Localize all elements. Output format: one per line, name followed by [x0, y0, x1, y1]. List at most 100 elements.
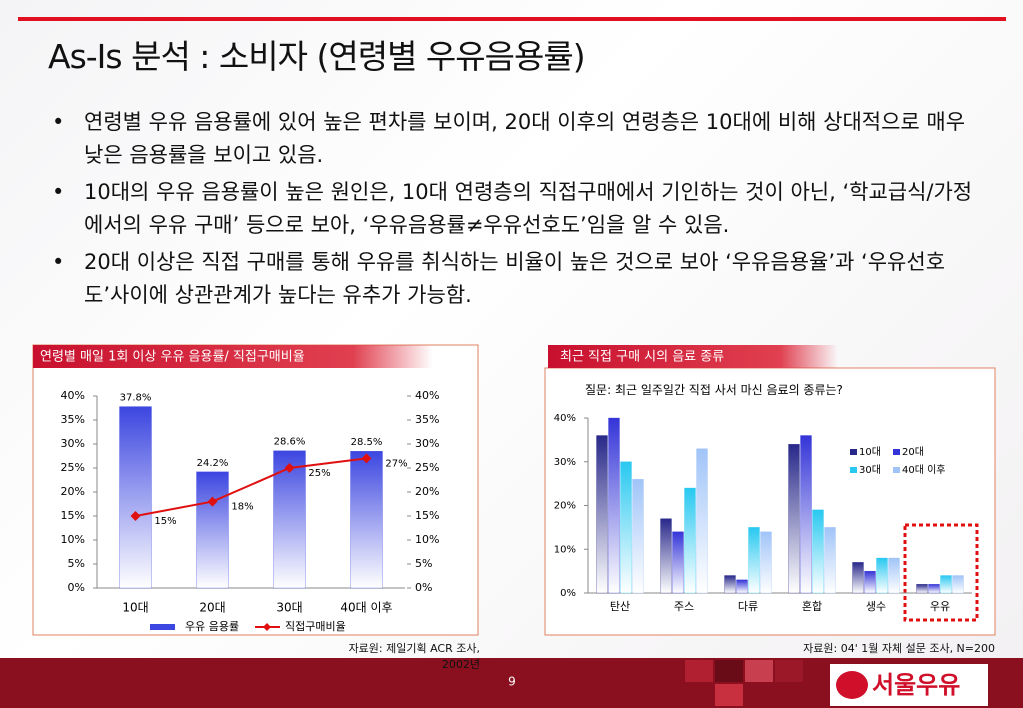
bar	[620, 461, 632, 594]
logo-mark	[836, 671, 868, 699]
x-tick-label: 탄산	[610, 600, 630, 613]
y-tick-label: 40%	[554, 413, 576, 424]
bullet-list: 연령별 우유 음용률에 있어 높은 편차를 보이며, 20대 이후의 연령층은 …	[48, 106, 973, 316]
y-tick-label: 20%	[554, 501, 576, 512]
y2-tick-label: 15%	[415, 509, 439, 522]
bullet: 20대 이상은 직접 구매를 통해 우유를 취식하는 비율이 높은 것으로 보아…	[48, 246, 973, 312]
bar	[760, 531, 772, 594]
bar	[928, 584, 940, 594]
bar	[696, 448, 708, 594]
line-marker	[130, 511, 141, 521]
chart-title: 최근 직접 구매 시의 음료 종류	[560, 350, 724, 365]
legend-label: 20대	[902, 446, 924, 458]
data-label: 28.6%	[274, 437, 306, 448]
data-label: 28.5%	[351, 437, 383, 448]
legend-label: 직접구매비율	[285, 620, 346, 633]
bar	[724, 575, 736, 594]
y-tick-label: 10%	[61, 533, 85, 546]
legend-label: 40대 이후	[902, 464, 946, 476]
x-tick-label: 생수	[866, 600, 886, 613]
data-label: 15%	[154, 516, 176, 527]
y-tick-label: 30%	[61, 437, 85, 450]
chart-title: 연령별 매일 1회 이상 우유 음용률/ 직접구매비율	[40, 350, 305, 365]
legend-label: 우유 음용률	[185, 620, 239, 633]
legend-swatch	[893, 449, 900, 455]
source-note: 자료원: 04' 1월 자체 설문 조사, N=200	[803, 642, 995, 655]
bar	[864, 570, 876, 594]
bar	[788, 444, 800, 594]
y-tick-label: 35%	[61, 413, 85, 426]
y2-tick-label: 40%	[415, 389, 439, 402]
page-number: 9	[508, 675, 516, 689]
line-marker	[284, 463, 295, 473]
y2-tick-label: 25%	[415, 461, 439, 474]
y2-tick-label: 5%	[415, 557, 432, 570]
bar	[876, 557, 888, 594]
chart-header	[33, 345, 433, 368]
logo-text: 서울우유	[872, 671, 960, 699]
x-tick-label: 혼합	[802, 600, 822, 613]
x-tick-label: 주스	[674, 600, 694, 613]
line-series	[135, 457, 367, 517]
x-tick-label: 40대 이후	[340, 601, 392, 615]
chart-box	[32, 344, 479, 636]
deco	[745, 660, 773, 682]
y-tick-label: 30%	[554, 457, 576, 468]
bar	[812, 509, 824, 594]
x-tick-label: 다류	[738, 600, 758, 613]
bar	[748, 527, 760, 594]
bar	[672, 531, 684, 594]
data-label: 25%	[308, 468, 330, 479]
bar	[119, 406, 152, 589]
data-label: 37.8%	[120, 393, 152, 404]
y-tick-label: 15%	[61, 509, 85, 522]
legend-swatch	[850, 467, 857, 473]
x-tick-label: 20대	[199, 601, 225, 615]
x-tick-label: 30대	[276, 601, 302, 615]
line-marker	[207, 496, 218, 507]
bar	[916, 584, 928, 594]
source-note: 자료원: 제일기획 ACR 조사, 2002년	[348, 642, 480, 671]
bar	[940, 575, 952, 594]
y-tick-label: 0%	[68, 581, 85, 594]
bar	[736, 579, 748, 594]
bar	[888, 557, 900, 594]
data-label: 24.2%	[197, 458, 229, 469]
data-label: 27%	[385, 458, 407, 469]
y-tick-label: 20%	[61, 485, 85, 498]
y2-tick-label: 0%	[415, 581, 432, 594]
x-tick-label: 10대	[122, 601, 148, 615]
legend-swatch	[850, 449, 857, 455]
slide-title: As-Is 분석 : 소비자 (연령별 우유음용률)	[48, 37, 586, 76]
bar	[824, 527, 836, 594]
line-marker	[361, 453, 372, 464]
bar	[660, 518, 672, 594]
bar	[596, 435, 608, 594]
y-tick-label: 10%	[554, 544, 576, 555]
bullet: 10대의 우유 음용률이 높은 원인은, 10대 연령층의 직접구매에서 기인하…	[48, 176, 973, 242]
x-tick-label: 우유	[930, 600, 950, 613]
y2-tick-label: 35%	[415, 413, 439, 426]
y2-tick-label: 30%	[415, 437, 439, 450]
data-label: 18%	[231, 502, 253, 513]
y-tick-label: 0%	[560, 588, 576, 599]
bar	[684, 487, 696, 594]
y-tick-label: 5%	[68, 557, 85, 570]
chart-subtitle: 질문: 최근 일주일간 직접 사서 마신 음료의 종류는?	[585, 383, 843, 397]
y-tick-label: 40%	[61, 389, 85, 402]
y2-tick-label: 20%	[415, 485, 439, 498]
bar	[196, 471, 229, 589]
bar	[350, 451, 383, 589]
highlight-box	[903, 523, 979, 622]
deco	[715, 660, 743, 682]
legend-label: 30대	[859, 464, 881, 476]
y-tick-label: 25%	[61, 461, 85, 474]
legend-swatch	[150, 624, 175, 630]
bar	[852, 562, 864, 594]
bar	[800, 435, 812, 594]
top-rule	[18, 17, 1006, 21]
legend-swatch	[893, 467, 900, 473]
chart-header	[548, 345, 838, 368]
